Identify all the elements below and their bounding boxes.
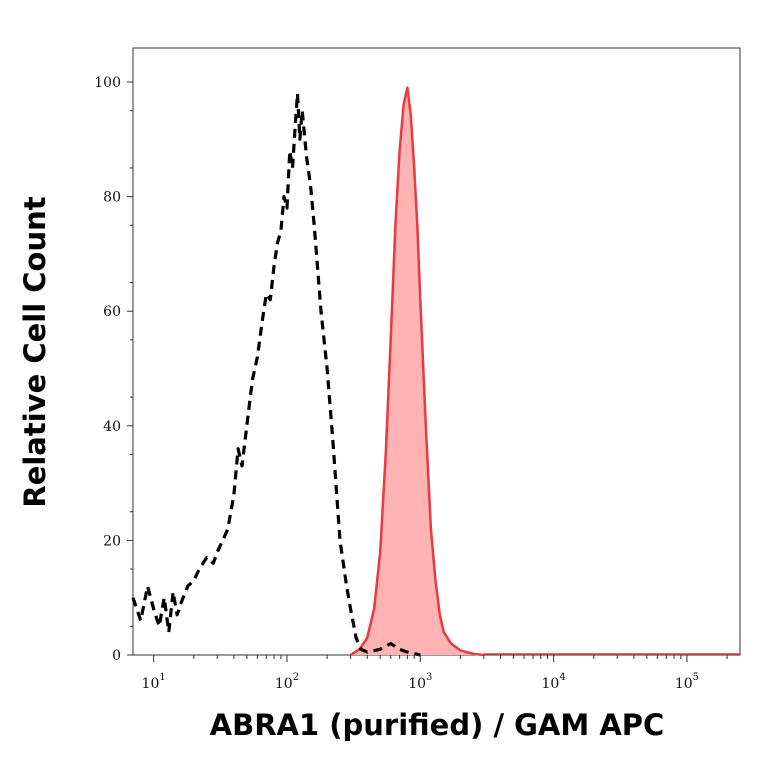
control-line bbox=[131, 91, 421, 657]
x-tick-label: 102 bbox=[275, 672, 299, 692]
x-tick-label: 103 bbox=[408, 672, 432, 692]
series-layer bbox=[131, 86, 740, 657]
y-tick-label: 100 bbox=[94, 75, 121, 91]
x-tick-label: 104 bbox=[542, 672, 566, 692]
y-tick-label: 40 bbox=[103, 419, 121, 435]
stained-area bbox=[350, 87, 484, 655]
x-axis-label: ABRA1 (purified) / GAM APC bbox=[210, 708, 665, 742]
x-tick-label: 105 bbox=[675, 672, 699, 692]
stained-line bbox=[349, 86, 485, 657]
y-tick-label: 20 bbox=[103, 533, 121, 549]
plot-frame bbox=[132, 47, 741, 656]
x-axis: 101 102 103 104 105 bbox=[142, 655, 728, 692]
y-tick-label: 80 bbox=[103, 190, 121, 206]
x-tick-label: 101 bbox=[142, 672, 166, 692]
y-tick-label: 60 bbox=[103, 304, 121, 320]
y-axis: 0 20 40 60 80 100 bbox=[94, 75, 133, 664]
y-axis-label: Relative Cell Count bbox=[18, 196, 52, 507]
y-tick-label: 0 bbox=[112, 648, 121, 664]
